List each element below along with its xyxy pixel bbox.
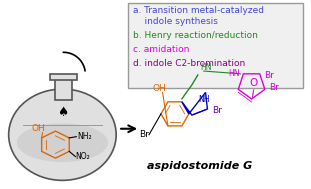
Text: Br: Br [264, 71, 274, 80]
Bar [50, 74, 77, 80]
Text: Br: Br [212, 106, 222, 115]
Text: Br: Br [139, 130, 149, 139]
Text: aspidostomide G: aspidostomide G [147, 161, 253, 171]
Text: OH: OH [32, 124, 45, 133]
Text: HN: HN [228, 69, 239, 78]
Text: OH: OH [153, 84, 166, 93]
Text: d. indole C2-bromination: d. indole C2-bromination [133, 59, 245, 68]
Text: NH₂: NH₂ [77, 132, 92, 141]
Text: HN: HN [200, 63, 211, 72]
Ellipse shape [9, 89, 116, 180]
Text: a. Transition metal-catalyzed: a. Transition metal-catalyzed [133, 6, 264, 15]
FancyBboxPatch shape [128, 3, 303, 88]
Text: NO₂: NO₂ [75, 152, 90, 161]
Text: ♠: ♠ [57, 106, 68, 119]
Text: Br: Br [269, 83, 279, 92]
Bar [55, 78, 72, 100]
Text: NH: NH [198, 95, 209, 104]
Ellipse shape [17, 123, 108, 162]
Text: indole synthesis: indole synthesis [133, 17, 218, 26]
Text: c. amidation: c. amidation [133, 45, 189, 54]
Text: O: O [249, 78, 258, 88]
Text: b. Henry reaction/reduction: b. Henry reaction/reduction [133, 31, 258, 40]
